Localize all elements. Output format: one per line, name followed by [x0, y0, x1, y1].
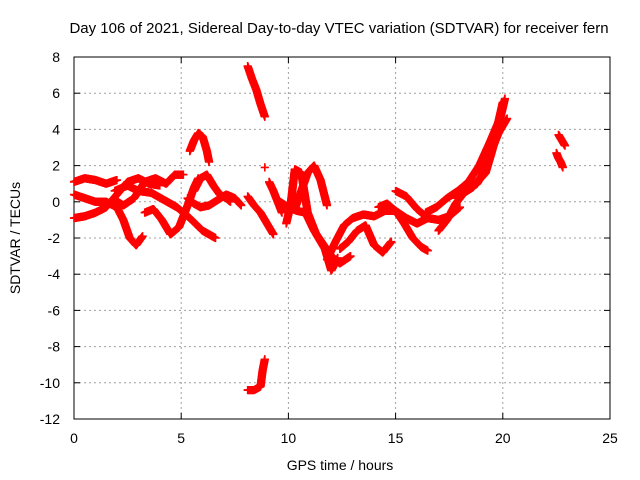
data-point — [387, 237, 396, 246]
series-track-24 — [468, 121, 503, 190]
data-points — [69, 61, 570, 395]
y-tick-label: -8 — [48, 339, 61, 355]
x-tick-label: 15 — [388, 430, 404, 446]
data-point — [333, 253, 342, 263]
x-tick-label: 20 — [495, 430, 511, 446]
x-tick-label: 25 — [602, 430, 618, 446]
series-track-10 — [243, 61, 269, 121]
series-track-12 — [243, 192, 278, 239]
data-point — [179, 170, 188, 179]
series-track-25 — [554, 130, 570, 150]
data-point — [138, 232, 147, 241]
x-tick-labels: 0 5 10 15 20 25 — [70, 430, 618, 446]
series-track-07 — [185, 128, 214, 167]
data-point — [322, 201, 332, 210]
data-point — [269, 230, 278, 239]
series-track-08 — [189, 170, 235, 206]
series-track-16 — [290, 161, 332, 214]
y-tick-label: 8 — [52, 49, 60, 65]
data-point — [494, 121, 503, 130]
data-point — [204, 157, 214, 167]
x-tick-label: 0 — [70, 430, 78, 446]
x-tick-label: 10 — [281, 430, 297, 446]
y-tick-label: 6 — [52, 85, 60, 101]
data-point — [260, 112, 269, 121]
y-tick-label: -6 — [48, 302, 61, 318]
y-tick-label: -12 — [40, 411, 60, 427]
data-point — [346, 252, 355, 261]
series-track-18 — [335, 221, 396, 257]
series-track-15 — [282, 165, 342, 275]
y-tick-label: 2 — [52, 158, 60, 174]
series-track-27 — [260, 163, 269, 172]
y-tick-label: -2 — [48, 230, 61, 246]
data-point — [498, 98, 507, 107]
series-track-05 — [110, 170, 188, 210]
data-point — [558, 163, 567, 172]
data-point — [112, 175, 121, 185]
gridlines — [74, 57, 610, 419]
data-point — [260, 163, 269, 172]
series-track-09 — [183, 190, 246, 212]
data-point — [502, 114, 512, 123]
series-track-01 — [69, 174, 121, 188]
data-point — [277, 208, 287, 217]
x-tick-label: 5 — [177, 430, 185, 446]
data-point — [423, 246, 432, 255]
axis-ticks — [73, 56, 611, 420]
data-point — [237, 201, 246, 210]
series-track-11 — [243, 355, 269, 395]
series-track-19 — [374, 199, 432, 255]
data-point — [260, 355, 269, 364]
data-point — [560, 141, 570, 150]
y-tick-label: -4 — [48, 266, 61, 282]
y-axis-label: SDTVAR / TECUs — [7, 182, 23, 294]
y-tick-label: -10 — [40, 375, 60, 391]
chart-title: Day 106 of 2021, Sidereal Day-to-day VTE… — [69, 20, 608, 37]
y-tick-labels: -12 -10 -8 -6 -4 -2 0 2 4 6 8 — [40, 49, 60, 427]
series-track-04 — [110, 181, 220, 243]
series-track-26 — [552, 148, 567, 172]
data-point — [211, 233, 220, 243]
y-tick-label: 4 — [52, 121, 60, 137]
x-axis-label: GPS time / hours — [287, 457, 394, 473]
y-tick-label: 0 — [52, 194, 60, 210]
